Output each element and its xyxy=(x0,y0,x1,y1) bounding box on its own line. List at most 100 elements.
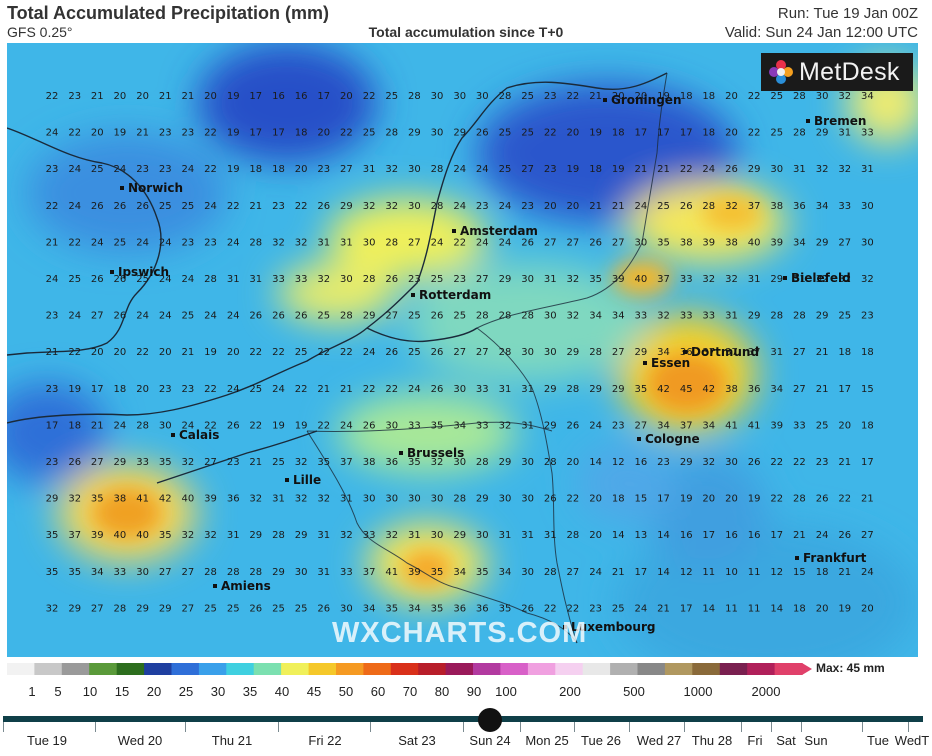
grid-value: 36 xyxy=(453,603,466,614)
timeline-slider-handle[interactable] xyxy=(478,708,502,732)
grid-value: 37 xyxy=(68,530,81,541)
city-marker xyxy=(213,584,217,588)
grid-value: 21 xyxy=(861,494,874,505)
grid-value: 41 xyxy=(136,494,149,505)
grid-value: 30 xyxy=(725,457,738,468)
timeline-day[interactable]: Fri xyxy=(747,733,763,748)
grid-value: 29 xyxy=(249,530,262,541)
grid-value: 17 xyxy=(249,91,262,102)
grid-value: 24 xyxy=(68,311,81,322)
grid-value: 18 xyxy=(612,128,625,139)
grid-value: 30 xyxy=(363,494,376,505)
grid-value: 18 xyxy=(793,603,806,614)
legend-swatch xyxy=(582,663,611,675)
grid-value: 21 xyxy=(589,201,602,212)
grid-value: 19 xyxy=(68,384,81,395)
grid-value: 24 xyxy=(182,420,195,431)
timeline[interactable]: Tue 19 Wed 20 Thu 21 Fri 22 Sat 23 Sun 24 Mon … xyxy=(0,708,932,756)
grid-value: 30 xyxy=(816,91,829,102)
grid-value: 35 xyxy=(46,567,59,578)
timeline-day[interactable]: Tue 26 xyxy=(581,733,621,748)
grid-value: 22 xyxy=(249,420,262,431)
timeline-day[interactable]: Fri 22 xyxy=(308,733,342,748)
grid-value: 30 xyxy=(521,494,534,505)
grid-value: 20 xyxy=(816,603,829,614)
grid-value: 28 xyxy=(204,274,217,285)
grid-value: 31 xyxy=(770,347,783,358)
timeline-day[interactable]: Sat 23 xyxy=(398,733,436,748)
grid-value: 16 xyxy=(295,91,308,102)
timeline-track[interactable] xyxy=(3,716,923,722)
timeline-day[interactable]: Thu 21 xyxy=(211,733,253,748)
grid-value: 21 xyxy=(838,567,851,578)
grid-value: 33 xyxy=(408,420,421,431)
grid-value: 41 xyxy=(725,420,738,431)
grid-value: 20 xyxy=(725,128,738,139)
grid-value: 31 xyxy=(317,237,330,248)
grid-value: 31 xyxy=(793,164,806,175)
grid-value: 32 xyxy=(838,164,851,175)
grid-value: 22 xyxy=(363,91,376,102)
grid-value: 29 xyxy=(748,164,761,175)
grid-value: 23 xyxy=(204,237,217,248)
grid-value: 23 xyxy=(182,128,195,139)
grid-value: 28 xyxy=(793,91,806,102)
grid-value: 27 xyxy=(204,457,217,468)
legend-swatch xyxy=(34,663,63,675)
grid-value: 20 xyxy=(136,91,149,102)
timeline-day[interactable]: Tue xyxy=(867,733,889,748)
timeline-day[interactable]: WedT xyxy=(894,733,930,748)
timeline-day[interactable]: Tue 19 xyxy=(27,733,67,748)
grid-value: 20 xyxy=(159,347,172,358)
grid-value: 27 xyxy=(159,567,172,578)
grid-value: 24 xyxy=(408,384,421,395)
grid-value: 22 xyxy=(227,201,240,212)
grid-value: 30 xyxy=(453,457,466,468)
legend-tick-label: 35 xyxy=(242,684,258,699)
grid-value: 28 xyxy=(363,274,376,285)
timeline-day[interactable]: Thu 28 xyxy=(691,733,733,748)
grid-value: 34 xyxy=(657,347,670,358)
grid-value: 23 xyxy=(136,164,149,175)
grid-value: 29 xyxy=(453,530,466,541)
grid-value: 24 xyxy=(453,164,466,175)
precip-field xyxy=(7,43,918,657)
grid-value: 32 xyxy=(295,494,308,505)
grid-value: 24 xyxy=(227,237,240,248)
timeline-day[interactable]: Mon 25 xyxy=(525,733,569,748)
grid-value: 37 xyxy=(725,347,738,358)
legend-swatch xyxy=(774,663,803,675)
grid-value: 23 xyxy=(544,91,557,102)
timeline-day[interactable]: Sun xyxy=(804,733,828,748)
grid-value: 37 xyxy=(657,274,670,285)
city-name: Ipswich xyxy=(118,265,169,279)
grid-value: 28 xyxy=(136,420,149,431)
grid-value: 28 xyxy=(385,128,398,139)
borders xyxy=(306,72,668,644)
grid-value: 21 xyxy=(182,91,195,102)
grid-value: 12 xyxy=(680,567,693,578)
grid-value: 28 xyxy=(793,128,806,139)
grid-value: 19 xyxy=(295,420,308,431)
grid-value: 24 xyxy=(499,237,512,248)
grid-value: 19 xyxy=(680,494,693,505)
grid-value: 33 xyxy=(363,530,376,541)
grid-value: 34 xyxy=(816,201,829,212)
grid-value: 22 xyxy=(272,347,285,358)
grid-value: 16 xyxy=(272,91,285,102)
timeline-tick xyxy=(463,722,464,732)
grid-value: 17 xyxy=(861,457,874,468)
grid-value: 28 xyxy=(476,457,489,468)
grid-value: 31 xyxy=(363,164,376,175)
grid-value: 17 xyxy=(91,384,104,395)
metdesk-flower-icon xyxy=(769,60,793,84)
timeline-day[interactable]: Wed 27 xyxy=(636,733,682,748)
timeline-day[interactable]: Wed 20 xyxy=(117,733,163,748)
grid-value: 28 xyxy=(499,311,512,322)
legend-swatch xyxy=(747,663,776,675)
timeline-day[interactable]: Sun 24 xyxy=(469,733,511,748)
grid-value: 35 xyxy=(431,603,444,614)
timeline-day[interactable]: Sat xyxy=(776,733,796,748)
grid-value: 27 xyxy=(793,384,806,395)
grid-value: 24 xyxy=(136,311,149,322)
